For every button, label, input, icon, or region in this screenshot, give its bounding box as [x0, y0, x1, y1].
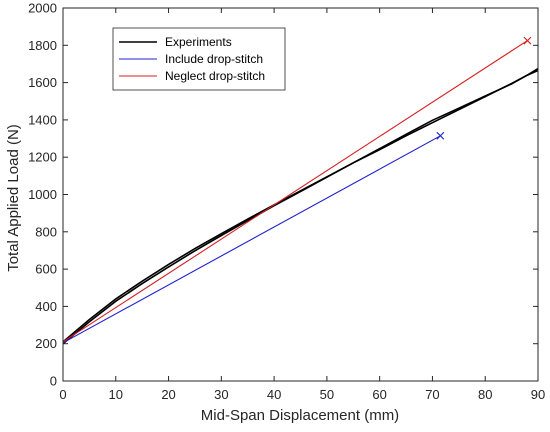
- x-tick-label: 40: [267, 387, 281, 402]
- series-line-2: [62, 135, 441, 344]
- y-tick-label: 1600: [28, 75, 57, 90]
- y-tick-label: 200: [35, 336, 57, 351]
- marker-stroke: [523, 36, 532, 45]
- x-tick-label: 30: [214, 387, 228, 402]
- y-axis-label: Total Applied Load (N): [5, 124, 22, 272]
- series-end-marker-3: [523, 36, 532, 45]
- series-layer: [62, 36, 539, 345]
- ticks-layer: 0 10 20 30 40 50 60 70 80 90 0 200 400 600 800 1000 1200…: [28, 1, 545, 403]
- y-tick-label: 1800: [28, 38, 57, 53]
- y-tick-label: 2000: [28, 1, 57, 16]
- y-tick-label: 1200: [28, 150, 57, 165]
- x-tick-label: 0: [59, 387, 66, 402]
- y-tick-label: 1400: [28, 112, 57, 127]
- x-tick-label: 60: [372, 387, 386, 402]
- x-tick-label: 20: [161, 387, 175, 402]
- y-tick-label: 400: [35, 299, 57, 314]
- y-tick-label: 600: [35, 262, 57, 277]
- x-tick-label: 80: [478, 387, 492, 402]
- x-tick-label: 90: [531, 387, 545, 402]
- series-line-1: [62, 67, 539, 345]
- x-tick-label: 50: [320, 387, 334, 402]
- series-line-3: [62, 40, 528, 343]
- y-tick-label: 0: [50, 374, 57, 389]
- y-tick-label: 800: [35, 224, 57, 239]
- x-tick-label: 70: [425, 387, 439, 402]
- legend-label: Neglect drop-stitch: [165, 69, 265, 83]
- legend-label: Experiments: [165, 35, 232, 49]
- marker-stroke: [436, 131, 445, 140]
- legend: Experiments Include drop-stitch Neglect dr…: [112, 27, 286, 91]
- legend-entry: Neglect drop-stitch: [119, 69, 265, 83]
- legend-label: Include drop-stitch: [165, 52, 263, 66]
- series-end-marker-2: [436, 131, 445, 140]
- legend-entry: Experiments: [119, 35, 232, 49]
- x-tick-label: 10: [109, 387, 123, 402]
- x-axis-label: Mid-Span Displacement (mm): [201, 407, 399, 424]
- y-tick-label: 1000: [28, 187, 57, 202]
- legend-entry: Include drop-stitch: [119, 52, 263, 66]
